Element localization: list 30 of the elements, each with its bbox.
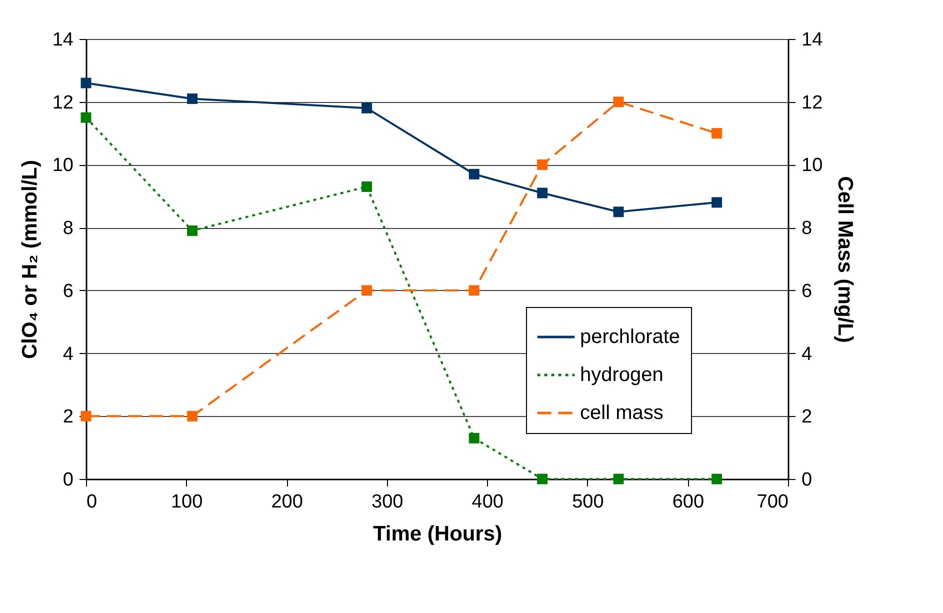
y2-tick-label: 4	[802, 344, 812, 365]
x-tick-label: 700	[756, 492, 788, 512]
x-tick-label: 200	[271, 492, 303, 512]
y-axis-title: ClO₄ or H₂ (mmol/L)	[18, 160, 42, 359]
x-tick-label: 500	[572, 492, 604, 512]
legend-label: perchlorate	[580, 326, 680, 348]
y-tick-label: 2	[62, 406, 74, 428]
y2-tick-label: 8	[802, 218, 812, 240]
x-tick-label: 100	[170, 492, 203, 512]
y2-tick-label: 14	[802, 30, 824, 50]
y2-tick-label: 12	[802, 92, 823, 114]
y-tick-label: 4	[62, 344, 74, 365]
y-tick-label: 10	[52, 155, 74, 176]
y-tick-label: 6	[62, 280, 74, 302]
y-tick-label: 12	[52, 92, 74, 114]
y2-axis-title: Cell Mass (mg/L)	[834, 176, 857, 343]
x-tick-label: 0	[86, 492, 98, 512]
y-tick-label: 8	[62, 218, 74, 240]
y2-tick-label: 10	[802, 155, 823, 176]
x-tick-label: 400	[472, 492, 504, 512]
y-tick-label: 14	[52, 30, 74, 50]
x-tick-label: 600	[672, 492, 704, 512]
y-tick-label: 0	[62, 470, 74, 490]
legend-label: cell mass	[580, 402, 664, 424]
x-tick-label: 300	[372, 492, 404, 512]
legend-label: hydrogen	[580, 364, 664, 386]
y2-tick-label: 2	[802, 406, 812, 428]
y2-tick-label: 0	[802, 470, 812, 490]
x-axis-title: Time (Hours)	[372, 522, 502, 546]
y2-tick-label: 6	[802, 280, 812, 302]
